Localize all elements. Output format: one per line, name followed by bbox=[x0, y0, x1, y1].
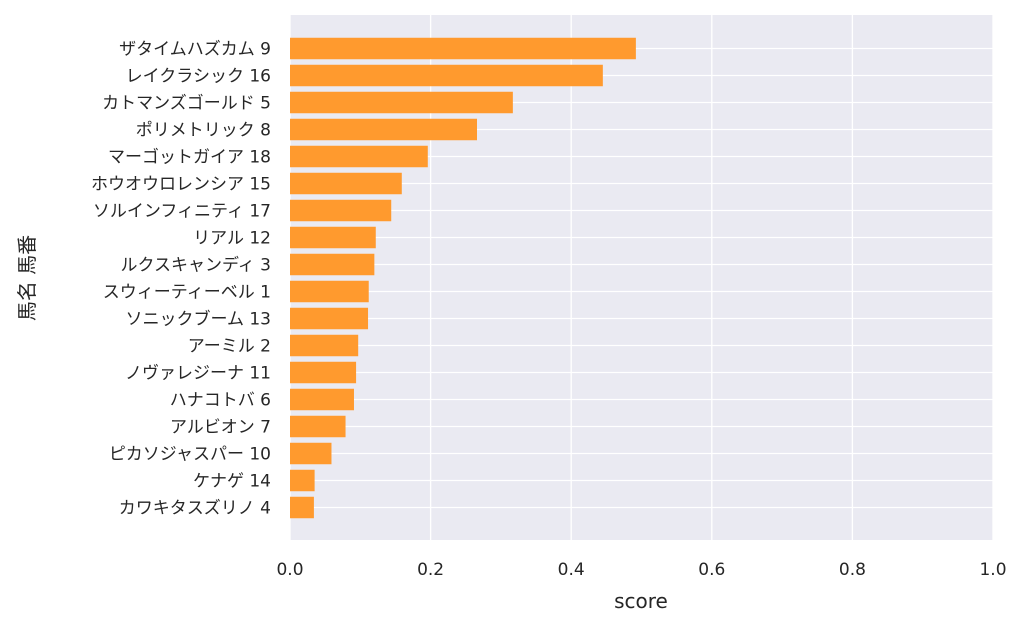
y-tick-label: カトマンズゴールド 5 bbox=[102, 93, 271, 114]
y-tick-label: ルクスキャンディ 3 bbox=[120, 255, 271, 276]
bar bbox=[290, 253, 375, 276]
bar bbox=[290, 361, 357, 384]
bar bbox=[290, 145, 428, 168]
bar bbox=[290, 199, 392, 222]
y-tick-label: ケナゲ 14 bbox=[193, 472, 271, 492]
y-tick-label: ピカソジャスパー 10 bbox=[109, 445, 271, 465]
x-tick-labels: 0.0 0.2 0.4 0.6 0.8 1.0 bbox=[276, 560, 1006, 580]
y-tick-labels: ザタイムハズカム 9 レイクラシック 16 カトマンズゴールド 5 ポリメトリック 8… bbox=[91, 40, 271, 519]
bar bbox=[290, 415, 346, 438]
y-tick-label: リアル 12 bbox=[193, 229, 271, 249]
y-axis-title: 馬名 馬番 bbox=[15, 235, 39, 321]
bars bbox=[290, 37, 636, 519]
bar bbox=[290, 469, 315, 492]
y-tick-label: ソルインフィニティ 17 bbox=[93, 202, 271, 222]
bar bbox=[290, 118, 477, 141]
bar bbox=[290, 226, 376, 249]
bar bbox=[290, 280, 369, 303]
bar bbox=[290, 64, 603, 87]
x-tick-label: 0.4 bbox=[558, 560, 585, 580]
x-tick-label: 0.8 bbox=[839, 560, 866, 580]
x-tick-label: 0.2 bbox=[417, 560, 444, 580]
x-tick-label: 0.6 bbox=[698, 560, 725, 580]
bar bbox=[290, 442, 332, 465]
y-tick-label: ザタイムハズカム 9 bbox=[119, 40, 271, 60]
y-tick-label: ポリメトリック 8 bbox=[136, 121, 271, 141]
x-tick-label: 1.0 bbox=[979, 560, 1006, 580]
y-tick-label: マーゴットガイア 18 bbox=[108, 147, 271, 168]
bar bbox=[290, 37, 636, 60]
bar bbox=[290, 334, 359, 357]
y-tick-label: スウィーティーベル 1 bbox=[103, 283, 271, 303]
y-tick-label: ホウオウロレンシア 15 bbox=[91, 175, 271, 195]
x-tick-label: 0.0 bbox=[276, 560, 303, 580]
x-axis-title: score bbox=[614, 589, 668, 613]
bar bbox=[290, 307, 369, 330]
bar bbox=[290, 91, 513, 114]
y-tick-label: ハナコトバ 6 bbox=[170, 391, 271, 411]
y-tick-label: アーミル 2 bbox=[188, 337, 271, 357]
bar bbox=[290, 172, 402, 195]
bar bbox=[290, 496, 314, 519]
y-tick-label: レイクラシック 16 bbox=[126, 67, 271, 87]
y-tick-label: ノヴァレジーナ 11 bbox=[125, 364, 271, 384]
y-tick-label: アルビオン 7 bbox=[170, 418, 271, 438]
bar bbox=[290, 388, 354, 411]
y-tick-label: ソニックブーム 13 bbox=[125, 309, 271, 330]
y-tick-label: カワキタスズリノ 4 bbox=[119, 499, 271, 519]
